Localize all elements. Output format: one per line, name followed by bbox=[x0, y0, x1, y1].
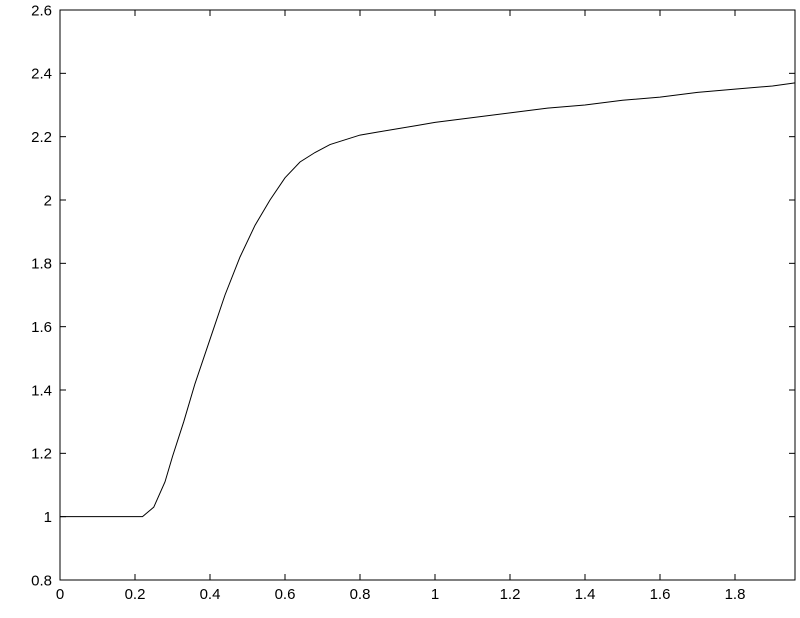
y-tick-label: 0.8 bbox=[31, 572, 52, 589]
x-tick-label: 0.4 bbox=[200, 586, 221, 603]
x-tick-label: 0.2 bbox=[125, 586, 146, 603]
line-chart: 0 0.2 0.4 0.6 0.8 1 1.2 1.4 1.6 1.8 0.8 1 1.2 1.4 1.6 1… bbox=[0, 0, 800, 618]
y-tick-label: 2.6 bbox=[31, 2, 52, 19]
x-tick-label: 0 bbox=[56, 586, 64, 603]
x-tick-label: 1.8 bbox=[725, 586, 746, 603]
chart-svg: 0 0.2 0.4 0.6 0.8 1 1.2 1.4 1.6 1.8 0.8 1 1.2 1.4 1.6 1… bbox=[0, 0, 800, 618]
x-tick-label: 1.6 bbox=[650, 586, 671, 603]
y-tick-label: 1.6 bbox=[31, 319, 52, 336]
y-tick-label: 1.8 bbox=[31, 256, 52, 273]
x-tick-label: 1.4 bbox=[575, 586, 596, 603]
x-tick-label: 0.6 bbox=[275, 586, 296, 603]
y-tick-label: 1.4 bbox=[31, 382, 52, 399]
x-tick-label: 0.8 bbox=[350, 586, 371, 603]
x-tick-label: 1 bbox=[431, 586, 439, 603]
y-tick-label: 2.4 bbox=[31, 66, 52, 83]
y-tick-label: 1 bbox=[44, 509, 52, 526]
y-tick-label: 1.2 bbox=[31, 446, 52, 463]
x-tick-label: 1.2 bbox=[500, 586, 521, 603]
y-tick-label: 2 bbox=[44, 192, 52, 209]
y-tick-label: 2.2 bbox=[31, 129, 52, 146]
